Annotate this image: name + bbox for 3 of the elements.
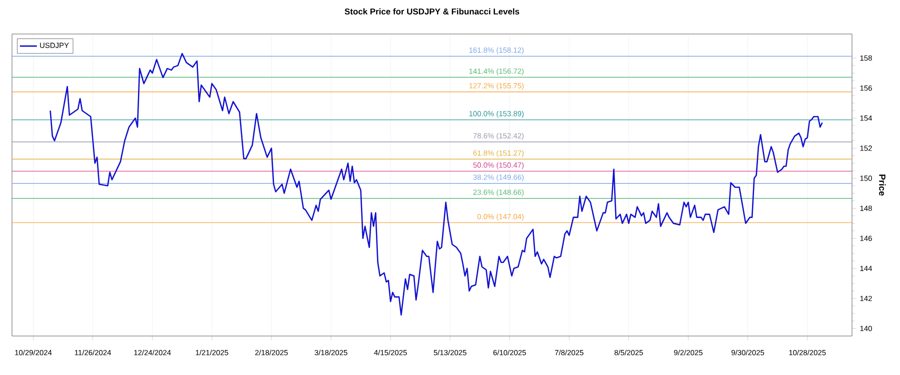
chart-title: Stock Price for USDJPY & Fibunacci Levels [344,8,520,14]
line-series [50,52,823,316]
y-axis-title: Price [879,174,886,196]
